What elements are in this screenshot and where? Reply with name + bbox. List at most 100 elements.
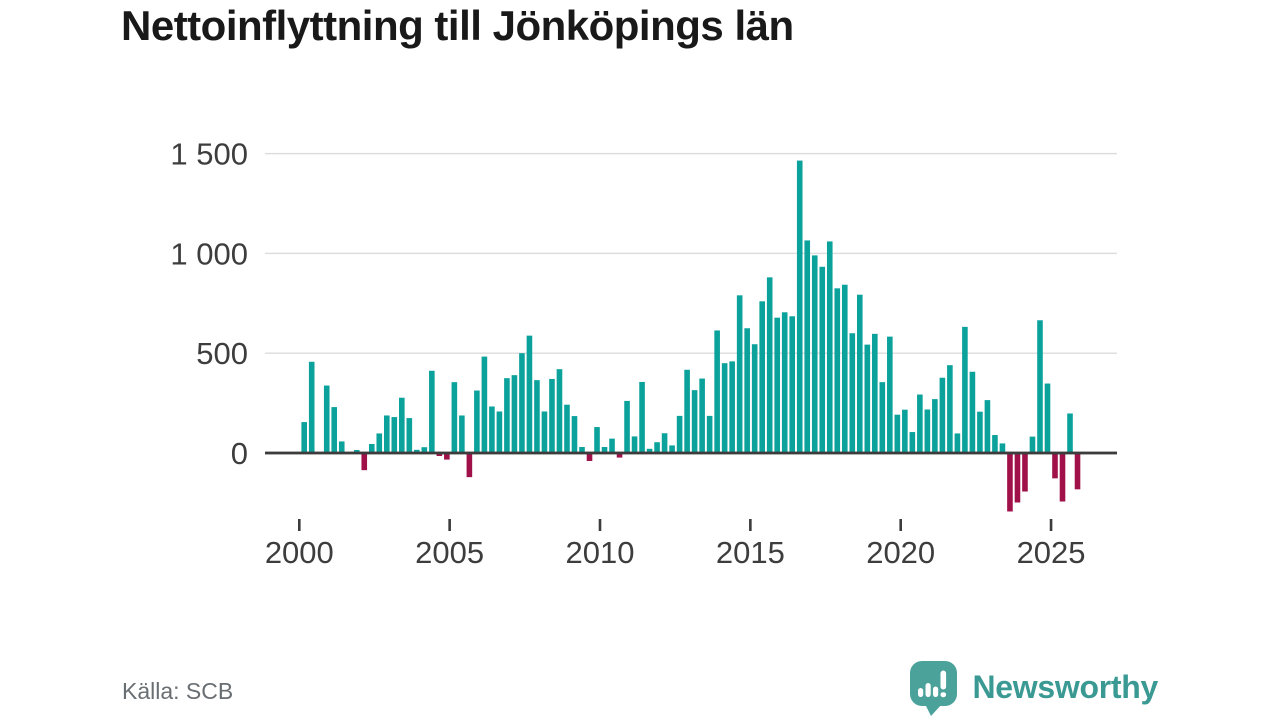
chart-title: Nettoinflyttning till Jönköpings län [121, 2, 794, 49]
bar-2020-Q3 [917, 394, 923, 453]
x-tick-label-2000: 2000 [265, 535, 334, 570]
bar-2011-Q1 [631, 436, 638, 453]
bar-2025-Q2 [1059, 453, 1066, 502]
bar-2007-Q3 [526, 335, 533, 453]
x-tick-label-2025: 2025 [1017, 535, 1086, 570]
bar-2025-Q3 [1067, 413, 1073, 453]
bar-2019-Q4 [894, 414, 901, 453]
bar-2013-Q4 [714, 330, 720, 453]
bar-2017-Q3 [826, 241, 833, 453]
bar-2021-Q3 [947, 365, 953, 453]
bar-2005-Q2 [459, 415, 465, 453]
x-tick-2025 [1049, 519, 1053, 531]
bar-2011-Q4 [654, 442, 660, 453]
bar-2002-Q2 [368, 444, 375, 453]
bar-2009-Q2 [579, 447, 585, 453]
bar-2024-Q3 [1037, 320, 1043, 453]
bar-2001-Q1 [331, 407, 338, 453]
x-tick-2020 [899, 519, 902, 531]
bar-2003-Q2 [399, 397, 405, 453]
bar-2009-Q1 [571, 416, 578, 453]
bar-2013-Q1 [691, 390, 698, 453]
bar-2012-Q4 [684, 369, 690, 453]
brand-name: Newsworthy [972, 669, 1159, 705]
bar-2011-Q3 [646, 448, 653, 453]
bar-2023-Q1 [992, 435, 998, 453]
bar-2017-Q2 [819, 266, 826, 453]
bar-2020-Q4 [924, 409, 931, 453]
x-tick-label-2010: 2010 [566, 535, 635, 570]
bar-2010-Q4 [624, 400, 630, 453]
gridline-1000 [265, 252, 1117, 255]
bar-2008-Q3 [556, 369, 563, 453]
bar-2014-Q1 [721, 363, 728, 453]
bar-2004-Q4 [444, 453, 450, 460]
bar-2003-Q3 [406, 418, 413, 453]
bar-2003-Q1 [391, 417, 398, 453]
bar-2023-Q3 [1007, 453, 1013, 512]
bar-2015-Q2 [759, 301, 765, 453]
bar-2002-Q1 [361, 453, 368, 471]
x-axis-line [265, 451, 1117, 455]
bar-2022-Q3 [977, 411, 983, 453]
bar-2025-Q4 [1074, 453, 1081, 490]
bar-2021-Q4 [954, 433, 961, 453]
bar-2008-Q4 [564, 404, 570, 453]
bar-2006-Q2 [489, 406, 495, 453]
y-tick-label-1000: 1 000 [170, 236, 248, 271]
bar-2021-Q2 [939, 377, 946, 453]
bar-2018-Q3 [856, 294, 863, 453]
bar-2020-Q1 [902, 409, 908, 453]
bar-2016-Q4 [804, 240, 811, 453]
bar-2023-Q4 [1014, 453, 1021, 503]
bar-2000-Q1 [301, 422, 307, 453]
x-tick-label-2005: 2005 [415, 535, 484, 570]
bar-2021-Q1 [932, 399, 938, 453]
bar-2000-Q2 [308, 361, 315, 453]
gridline-500 [265, 352, 1117, 354]
bar-2002-Q3 [376, 433, 383, 453]
x-tick-2015 [749, 519, 752, 531]
bar-2001-Q2 [338, 441, 345, 453]
bar-2024-Q1 [1022, 453, 1028, 492]
bar-2004-Q3 [436, 453, 443, 456]
bar-2000-Q4 [323, 385, 330, 453]
bar-2016-Q2 [789, 316, 796, 453]
bar-2007-Q1 [511, 375, 518, 453]
y-tick-label-500: 500 [196, 336, 248, 371]
bar-2016-Q3 [796, 160, 803, 453]
x-tick-2000 [298, 519, 301, 531]
y-tick-label-0: 0 [231, 436, 248, 471]
source-note: Källa: SCB [122, 678, 234, 704]
bar-2012-Q3 [676, 415, 683, 453]
bar-2012-Q1 [661, 433, 668, 453]
bar-2015-Q1 [751, 344, 758, 453]
bar-2025-Q1 [1052, 453, 1058, 479]
newsworthy-logo-icon [909, 661, 957, 716]
gridline-1500 [265, 152, 1117, 155]
bar-2004-Q2 [429, 370, 435, 453]
bar-2008-Q1 [541, 411, 548, 453]
bar-2017-Q4 [834, 288, 841, 453]
bar-2010-Q1 [601, 447, 608, 453]
bar-2001-Q4 [353, 450, 360, 453]
bar-2011-Q2 [639, 381, 645, 453]
brand-logo: Newsworthy [906, 659, 1159, 716]
bar-2014-Q2 [729, 361, 735, 453]
bar-2010-Q3 [616, 453, 623, 458]
bar-2013-Q2 [699, 378, 705, 453]
bar-2023-Q2 [999, 443, 1006, 453]
bar-2005-Q1 [451, 382, 458, 453]
bar-2006-Q4 [504, 378, 510, 453]
bar-2018-Q4 [864, 344, 871, 453]
bar-2019-Q3 [887, 336, 893, 453]
bar-2010-Q2 [609, 438, 615, 453]
x-tick-2005 [448, 519, 451, 531]
bar-2003-Q4 [414, 449, 420, 453]
bar-2024-Q2 [1029, 436, 1036, 453]
bar-2009-Q4 [594, 427, 600, 453]
bar-2016-Q1 [781, 312, 788, 453]
bar-2015-Q3 [766, 277, 773, 453]
